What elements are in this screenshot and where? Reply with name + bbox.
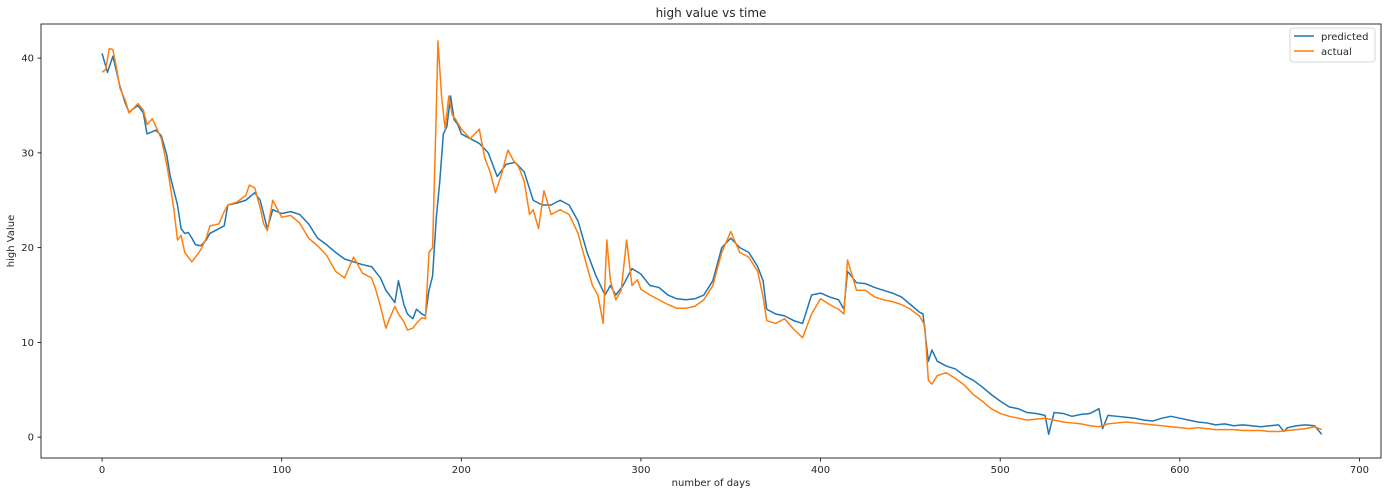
y-tick-label: 40: [21, 54, 34, 65]
y-tick-label: 20: [21, 243, 34, 254]
x-tick-label: 600: [1170, 465, 1189, 476]
series-line-actual: [101, 40, 1322, 433]
chart-title: high value vs time: [656, 6, 767, 20]
x-tick-label: 0: [99, 465, 105, 476]
x-tick-label: 400: [811, 465, 830, 476]
x-tick-label: 700: [1350, 465, 1369, 476]
x-axis-label: number of days: [672, 478, 751, 489]
x-axis-ticks: 0 100 200 300 400 500 600 700: [99, 458, 1369, 476]
x-tick-label: 500: [991, 465, 1010, 476]
x-tick-label: 300: [631, 465, 650, 476]
x-tick-label: 100: [272, 465, 291, 476]
y-axis-ticks: 0 10 20 30 40: [21, 54, 41, 444]
legend: predicted actual: [1289, 27, 1376, 63]
series-line-predicted: [101, 53, 1323, 436]
legend-label-predicted: predicted: [1321, 32, 1368, 43]
series-layer: [101, 40, 1323, 436]
plot-frame: [40, 23, 1382, 459]
y-tick-label: 0: [28, 433, 34, 444]
legend-label-actual: actual: [1321, 47, 1352, 58]
y-tick-label: 30: [21, 148, 34, 159]
y-axis-label: high Value: [6, 215, 17, 267]
y-tick-label: 10: [21, 338, 34, 349]
x-tick-label: 200: [452, 465, 471, 476]
